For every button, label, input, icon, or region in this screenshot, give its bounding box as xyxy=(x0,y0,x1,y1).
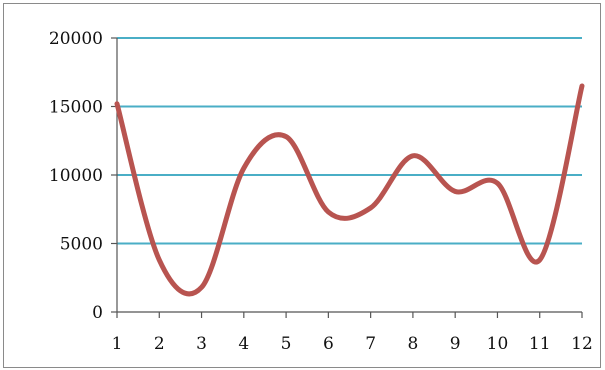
gridlines xyxy=(117,37,582,245)
y-tick-label: 10000 xyxy=(49,166,103,186)
x-tick-label: 2 xyxy=(154,334,165,354)
y-tick-labels: 0 5000 10000 15000 20000 xyxy=(49,29,103,323)
x-tick-label: 12 xyxy=(571,334,593,354)
x-tick-label: 3 xyxy=(196,334,207,354)
x-tick-labels: 1 2 3 4 5 6 7 8 9 10 11 12 xyxy=(112,334,593,354)
x-tick-label: 10 xyxy=(487,334,509,354)
series-line-0 xyxy=(114,83,585,297)
x-tick-label: 7 xyxy=(365,334,376,354)
y-tick-label: 15000 xyxy=(49,98,103,118)
y-tick-label: 20000 xyxy=(49,29,103,49)
y-tick-label: 5000 xyxy=(60,235,103,255)
chart-frame xyxy=(3,3,601,368)
x-tick-label: 9 xyxy=(450,334,461,354)
x-tick-label: 8 xyxy=(407,334,418,354)
x-tick-label: 4 xyxy=(238,334,249,354)
x-tick-label: 11 xyxy=(529,334,551,354)
x-tick-label: 1 xyxy=(112,334,123,354)
x-tick-label: 6 xyxy=(323,334,334,354)
x-tick-label: 5 xyxy=(281,334,292,354)
y-tick-label: 0 xyxy=(92,303,103,323)
axes xyxy=(111,37,583,318)
series-layer xyxy=(114,83,585,297)
